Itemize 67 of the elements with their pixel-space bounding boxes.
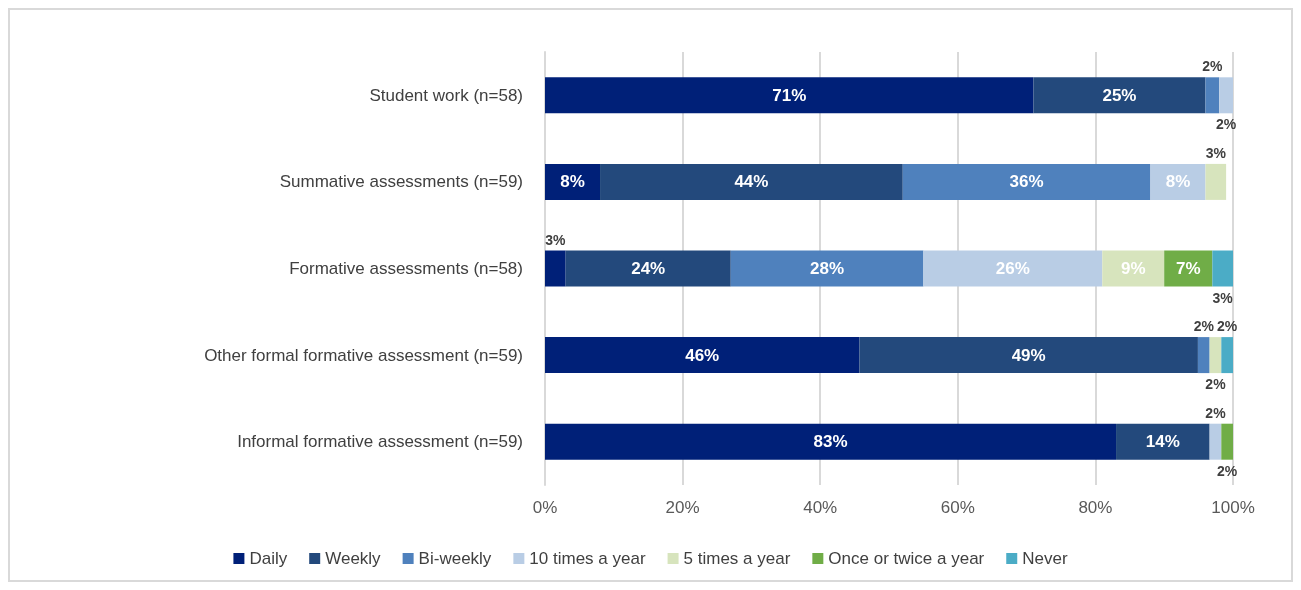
bar	[1209, 337, 1222, 374]
data-label: 8%	[1165, 172, 1191, 192]
data-label: 14%	[1145, 432, 1180, 452]
data-label: 8%	[560, 172, 585, 192]
bar	[545, 163, 601, 200]
data-label: 44%	[734, 172, 769, 192]
legend-label: Once or twice a year	[828, 549, 985, 568]
legend-label: Daily	[249, 549, 288, 568]
data-label: 46%	[685, 345, 720, 365]
bar	[545, 77, 1034, 114]
data-label: 25%	[1102, 85, 1137, 105]
bar	[565, 250, 731, 287]
data-label: 2%	[1216, 116, 1237, 133]
data-label: 36%	[1009, 172, 1044, 192]
data-label: 2%	[1217, 462, 1238, 479]
bar	[545, 337, 860, 374]
x-tick-label: 60%	[940, 498, 975, 517]
legend-label: Bi-weekly	[418, 549, 492, 568]
bar	[1033, 77, 1206, 114]
data-label: 3%	[545, 231, 566, 248]
bar	[730, 250, 924, 287]
x-tick-label: 80%	[1078, 498, 1113, 517]
bar	[600, 163, 903, 200]
y-tick-label: Informal formative assessment (n=59)	[237, 432, 523, 452]
data-label: 2%	[1205, 376, 1227, 393]
bar	[1219, 77, 1233, 114]
data-label: 3%	[1205, 144, 1227, 161]
bar	[545, 423, 1117, 460]
legend-label: 10 times a year	[529, 549, 646, 568]
y-tick-label: Other formal formative assessment (n=59)	[204, 345, 523, 365]
data-label: 24%	[631, 259, 666, 278]
data-label: 2%	[1202, 58, 1224, 75]
data-label: 9%	[1120, 259, 1146, 278]
bar	[1116, 423, 1210, 460]
y-tick-label: Summative assessments (n=59)	[279, 172, 523, 192]
data-label: 83%	[813, 432, 848, 452]
data-label: 26%	[995, 259, 1030, 278]
data-label: 28%	[810, 259, 845, 278]
legend-label: Weekly	[325, 549, 382, 568]
y-tick-label: Formative assessments (n=58)	[289, 259, 523, 278]
data-label: 49%	[1011, 345, 1046, 365]
bar	[1221, 423, 1233, 460]
bar	[1164, 250, 1213, 287]
bar	[859, 337, 1198, 374]
bar	[902, 163, 1151, 200]
x-tick-label: 20%	[665, 498, 700, 517]
data-label: 71%	[772, 85, 807, 105]
bar	[1205, 77, 1220, 114]
data-label: 3%	[1212, 289, 1234, 306]
x-tick-label: 100%	[1211, 498, 1255, 517]
data-label: 2%	[1193, 318, 1215, 335]
x-tick-label: 0%	[532, 498, 558, 517]
data-label: 7%	[1175, 259, 1201, 278]
bar	[923, 250, 1103, 287]
data-label: 2%	[1205, 404, 1227, 421]
bar	[545, 250, 566, 287]
bar	[1209, 423, 1222, 460]
x-tick-label: 40%	[803, 498, 838, 517]
bar	[1212, 250, 1233, 287]
bar	[1102, 250, 1165, 287]
bar	[1197, 337, 1210, 374]
data-label: 2%	[1217, 318, 1238, 335]
y-tick-label: Student work (n=58)	[369, 85, 523, 105]
bar	[1205, 163, 1227, 200]
legend-label: Never	[1022, 549, 1068, 568]
bar	[1221, 337, 1233, 374]
legend-label: 5 times a year	[683, 549, 791, 568]
